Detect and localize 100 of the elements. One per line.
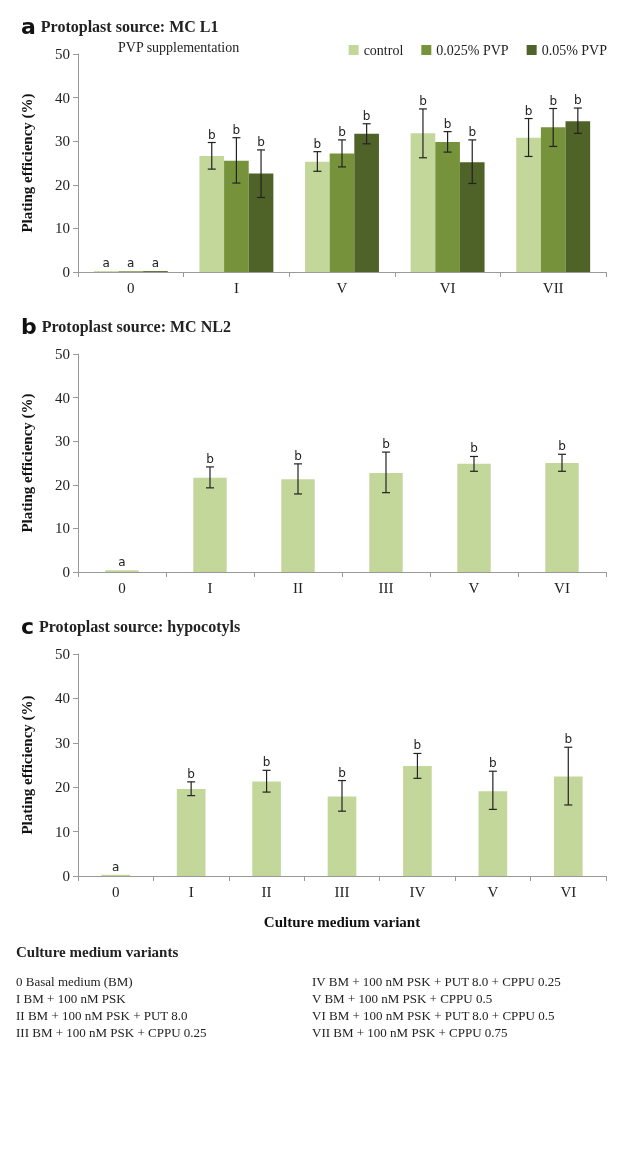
data-label: b: [419, 93, 427, 108]
bar: [305, 161, 330, 272]
x-axis-title: Culture medium variant: [263, 913, 421, 930]
bar: [193, 477, 227, 572]
x-tick-label: II: [261, 883, 272, 900]
bar: [354, 133, 379, 272]
data-label: b: [468, 124, 477, 139]
data-label: b: [362, 108, 371, 123]
data-label: b: [207, 127, 216, 142]
data-label: a: [112, 859, 120, 874]
x-tick-label: 0: [111, 883, 120, 900]
y-tick-label: 10: [55, 220, 70, 237]
data-label: b: [313, 136, 322, 151]
y-tick-label: 20: [55, 176, 70, 193]
x-tick-label: VI: [560, 883, 577, 900]
bar: [199, 156, 225, 272]
data-label: b: [338, 124, 346, 139]
y-tick-label: 20: [55, 476, 70, 493]
text: I BM + 100 nM PSK: [16, 990, 127, 1007]
data-label: b: [257, 134, 265, 149]
x-tick-label: V: [487, 883, 499, 900]
y-tick-label: 40: [55, 389, 70, 406]
bar: [540, 127, 566, 272]
y-tick-label: 20: [55, 779, 70, 796]
text: VII BM + 100 nM PSK + CPPU 0.75: [312, 1024, 509, 1041]
x-tick-label: I: [207, 579, 213, 596]
bar: [565, 121, 591, 272]
bar: [248, 173, 274, 272]
x-tick-label: VI: [554, 579, 570, 596]
x-tick-label: I: [188, 883, 194, 900]
data-label: b: [549, 93, 558, 108]
y-tick-label: 50: [55, 346, 70, 362]
data-label: b: [232, 122, 241, 137]
text: IV BM + 100 nM PSK + PUT 8.0 + CPPU 0.25: [312, 973, 562, 990]
bar: [329, 153, 355, 272]
x-tick-label: 0: [127, 279, 135, 296]
y-axis-title: Plating efficiency (%): [18, 695, 36, 835]
x-tick-label: I: [233, 279, 239, 296]
y-tick-label: 50: [55, 46, 70, 62]
bar: [281, 479, 315, 572]
y-tick-label: 0: [62, 564, 70, 580]
data-label: b: [262, 755, 271, 770]
y-tick-label: 0: [62, 264, 70, 280]
x-tick-label: V: [336, 279, 348, 296]
data-label: b: [413, 738, 422, 753]
text: 0 Basal medium (BM): [16, 973, 134, 990]
legend-label: 0.05% PVP: [541, 42, 608, 58]
data-label: b: [574, 93, 582, 108]
y-tick-label: 30: [55, 133, 70, 150]
bar: [252, 781, 281, 876]
data-label: b: [489, 756, 497, 771]
chart-title: c Protoplast source: hypocotyls: [21, 613, 241, 639]
y-tick-label: 10: [55, 823, 70, 840]
data-label: b: [558, 439, 566, 454]
data-label: a: [151, 256, 160, 271]
text: Culture medium variants: [16, 944, 180, 961]
data-label: b: [187, 766, 195, 781]
text: II BM + 100 nM PSK + PUT 8.0: [16, 1007, 189, 1024]
data-label: b: [564, 732, 573, 747]
bar: [224, 160, 249, 272]
bar: [545, 463, 579, 572]
y-tick-label: 30: [55, 734, 70, 751]
x-tick-label: 0: [118, 579, 126, 596]
x-tick-label: IV: [409, 883, 426, 900]
chart-title: a Protoplast source: MC L1: [21, 13, 219, 39]
x-tick-label: VI: [439, 279, 456, 296]
y-axis-title: Plating efficiency (%): [18, 393, 36, 533]
y-tick-label: 0: [62, 868, 70, 884]
chart-title: b Protoplast source: MC NL2: [21, 313, 231, 339]
data-label: a: [118, 555, 126, 570]
data-label: b: [294, 448, 302, 463]
legend-label: 0.025% PVP: [436, 42, 509, 58]
y-tick-label: 40: [55, 690, 70, 707]
data-label: a: [102, 256, 110, 271]
text: V BM + 100 nM PSK + CPPU 0.5: [312, 990, 494, 1007]
y-tick-label: 10: [55, 520, 70, 537]
bar: [459, 162, 485, 272]
data-label: b: [443, 116, 452, 131]
y-tick-label: 50: [55, 646, 70, 662]
bar: [457, 463, 491, 572]
bar: [327, 796, 357, 876]
data-label: b: [524, 103, 533, 118]
x-tick-label: III: [378, 579, 394, 596]
x-tick-label: VII: [542, 279, 564, 296]
x-tick-label: II: [293, 579, 303, 596]
bar: [553, 776, 583, 876]
data-label: b: [206, 451, 214, 466]
bar: [478, 791, 508, 876]
y-tick-label: 30: [55, 433, 70, 450]
data-label: a: [127, 256, 135, 271]
data-label: b: [382, 437, 390, 452]
legend-title: PVP supplementation: [118, 39, 240, 55]
bar: [403, 765, 432, 876]
text: VI BM + 100 nM PSK + PUT 8.0 + CPPU 0.5: [312, 1007, 556, 1024]
y-axis-title: Plating efficiency (%): [18, 93, 36, 233]
data-label: b: [338, 765, 346, 780]
bar: [516, 137, 541, 272]
legend-label: control: [363, 42, 404, 58]
bar: [410, 133, 436, 272]
x-tick-label: V: [468, 579, 480, 596]
